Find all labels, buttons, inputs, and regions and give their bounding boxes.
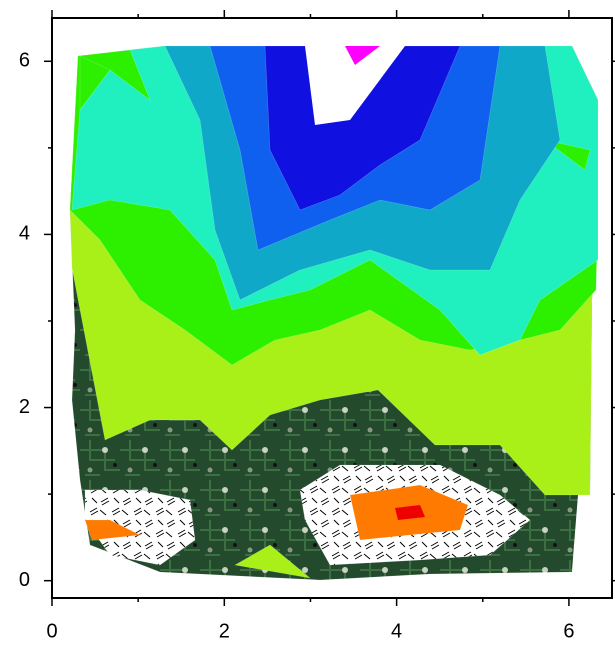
x-tick-label: 2 xyxy=(219,620,230,642)
y-tick-label: 4 xyxy=(19,223,30,245)
contour-band xyxy=(574,495,590,560)
contour-band xyxy=(395,505,425,520)
plot-frame xyxy=(51,17,613,599)
x-tick-label: 4 xyxy=(391,620,402,642)
contour-band xyxy=(234,544,312,579)
y-tick-label: 2 xyxy=(19,396,30,418)
contour-band xyxy=(305,46,405,125)
x-tick-label: 0 xyxy=(46,620,57,642)
y-tick-label: 6 xyxy=(19,50,30,72)
x-tick-label: 6 xyxy=(563,620,574,642)
y-tick-label: 0 xyxy=(19,569,30,591)
contour-band xyxy=(544,139,591,171)
contour-bands xyxy=(69,45,599,581)
contour-band xyxy=(84,519,142,541)
contour-band xyxy=(345,46,380,65)
